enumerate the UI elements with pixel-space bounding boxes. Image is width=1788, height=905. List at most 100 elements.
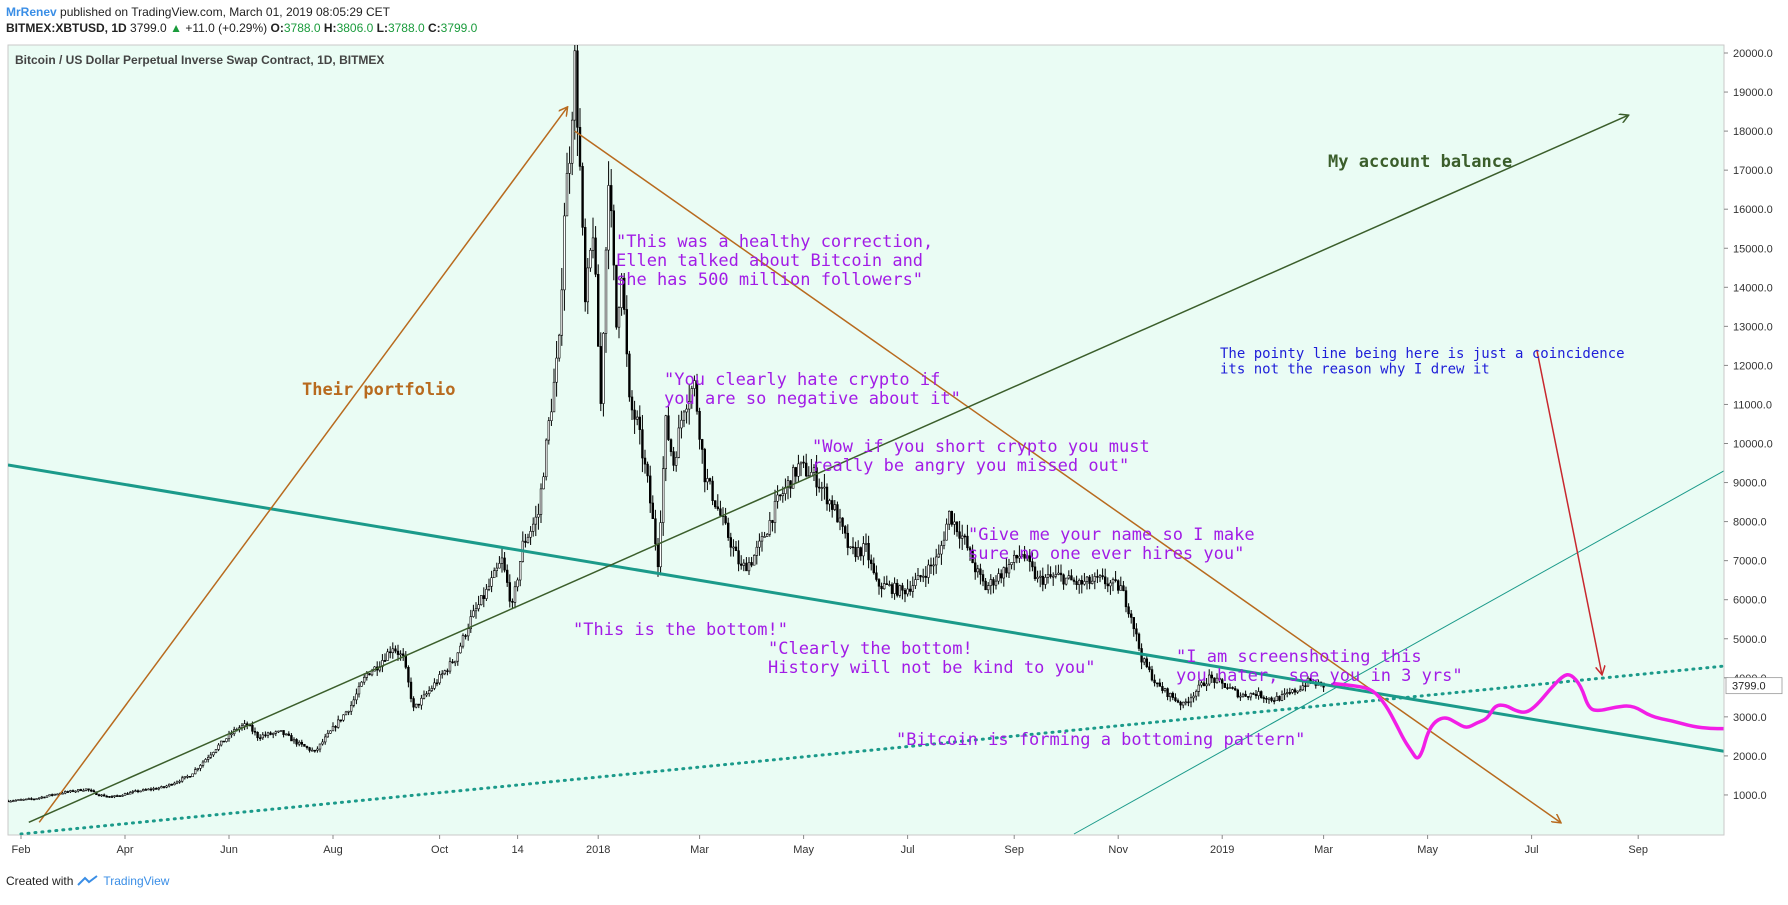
y-tick-label: 5000.0 [1733,634,1767,646]
price-axis[interactable]: 1000.02000.03000.04000.05000.06000.07000… [1723,45,1783,835]
candle-body [924,575,928,578]
x-tick-label: Mar [690,844,709,856]
candle-body [313,749,316,752]
candle-body [196,768,199,770]
candle-body [1278,696,1281,701]
candle-body [1036,576,1039,579]
x-tick-label: Sep [1004,844,1024,856]
candle-body [251,724,254,732]
candle-body [92,790,96,793]
candle-body [890,584,894,594]
candle-body [1015,554,1019,559]
candle-body [674,457,678,466]
candle-body [1296,690,1299,693]
y-tick-label: 9000.0 [1733,478,1767,490]
candle-body [490,577,493,587]
candle-body [110,796,114,798]
candle-body [417,703,420,706]
candle-body [763,536,766,538]
candle-body [570,119,574,164]
candle-body [370,670,374,676]
candle-body [914,579,917,586]
candle-body [1176,700,1180,703]
candle-body [1270,697,1273,701]
author-link[interactable]: MrRenev [6,5,57,19]
candle-body [734,546,738,552]
candle-body [188,776,192,778]
candle-body [755,546,759,556]
candle-body [147,788,150,791]
candle-body [622,277,626,310]
candle-body [412,698,415,708]
candle-body [414,703,418,708]
annotations-layer: Their portfolio My account balance "This w… [302,152,1625,750]
candle-body [932,564,935,567]
candle-body [1052,575,1055,578]
tradingview-brand[interactable]: TradingView [103,874,170,888]
candle-body [997,573,1000,582]
candle-body [391,648,394,654]
candle-body [729,537,733,548]
coincidence-label: The pointy line being here is just a coi… [1220,346,1625,378]
candle-body [667,415,670,440]
x-tick-label: Jul [1525,844,1539,856]
candle-body [269,732,272,735]
candle-body [303,744,306,747]
candle-body [654,518,657,545]
candle-body [1020,554,1024,557]
candle-body [781,493,785,497]
candle-body [321,741,324,745]
candle-body [880,585,883,590]
candle-body [129,792,132,795]
candle-body [1010,562,1013,565]
screenshoting-label: "I am screenshoting this you hater, see y… [1176,647,1463,686]
candle-body [446,670,449,673]
open-value: 3788.0 [283,21,321,35]
candle-body [1098,575,1102,578]
candle-body [906,588,909,595]
candle-body [500,557,504,564]
candle-body [672,451,675,466]
footer: Created with TradingView [6,874,169,888]
candle-body [396,650,400,655]
candle-body [214,749,218,753]
x-tick-label: May [1417,844,1438,856]
candle-body [310,749,314,752]
candle-body [768,520,772,535]
candle-body [103,794,106,797]
candle-body [994,580,998,586]
candle-body [1119,585,1123,591]
candle-body [607,185,610,251]
candle-body [290,735,293,742]
candle-body [760,536,764,542]
candle-body [999,573,1003,579]
candle-body [1046,574,1050,578]
candle-body [916,575,920,580]
candle-body [191,773,194,778]
y-tick-label: 18000.0 [1733,126,1773,138]
candle-body [708,478,712,482]
time-axis[interactable]: Feb Apr Jun Aug Oct 14 2018 Mar May Jul Sep Nov 2019… [12,835,1648,856]
candle-body [693,380,696,389]
candle-body [1012,554,1016,563]
chart-title: Bitcoin / US Dollar Perpetual Inverse Sw… [15,53,384,67]
candle-body [401,653,405,656]
candle-body [1106,583,1110,587]
y-tick-label: 16000.0 [1733,204,1773,216]
candle-body [209,754,212,758]
candle-body [300,741,303,745]
candle-body [43,796,46,799]
candle-body [773,500,777,523]
candle-body [565,173,569,217]
candle-body [61,792,64,795]
candle-body [856,547,860,558]
candle-body [264,734,267,737]
candle-body [1130,613,1133,618]
candle-body [711,480,714,501]
candle-body [123,793,127,796]
candle-body [14,799,17,802]
candle-body [589,249,592,269]
candle-body [511,600,514,603]
